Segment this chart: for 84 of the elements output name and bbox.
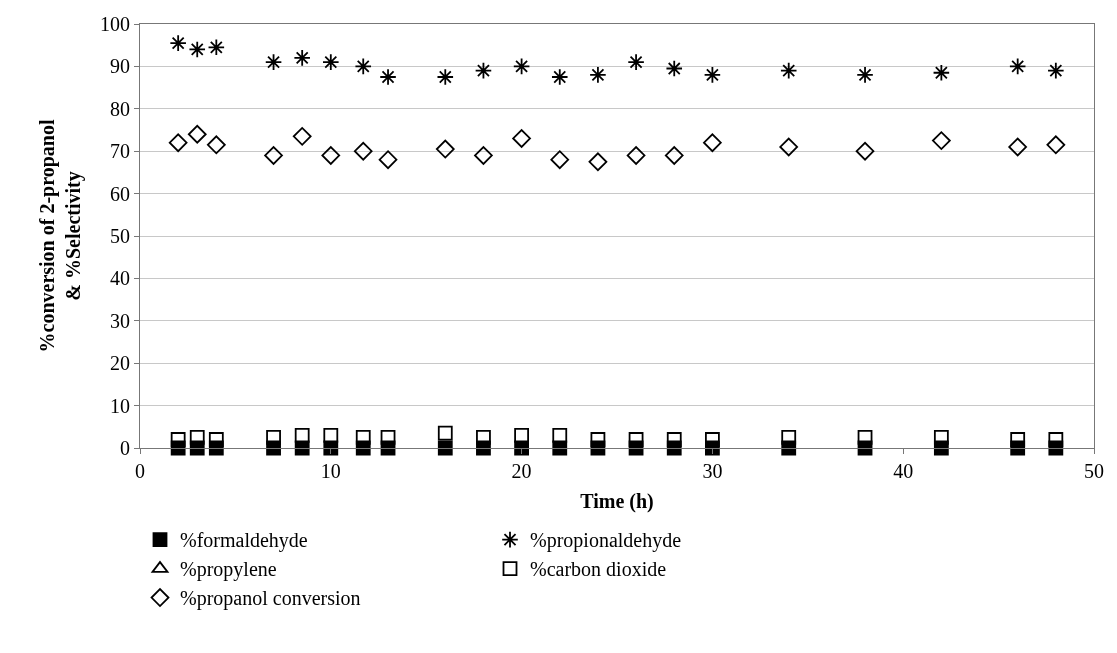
point xyxy=(1048,432,1064,447)
point xyxy=(551,68,569,86)
point xyxy=(933,430,949,445)
point xyxy=(189,430,205,445)
y-tick-label: 20 xyxy=(110,352,130,375)
point xyxy=(354,57,372,76)
point xyxy=(474,146,493,165)
y-tick-label: 100 xyxy=(100,13,130,35)
point xyxy=(1010,432,1026,447)
point xyxy=(353,141,373,161)
point xyxy=(208,432,224,447)
point xyxy=(435,139,455,159)
point xyxy=(292,127,312,146)
legend-label: %propanol conversion xyxy=(180,587,361,611)
point xyxy=(436,68,454,86)
point xyxy=(855,141,875,161)
point xyxy=(588,152,608,172)
point xyxy=(857,430,873,445)
point xyxy=(187,124,207,144)
point xyxy=(264,53,283,71)
point xyxy=(932,64,951,82)
y-tick-label: 80 xyxy=(110,97,130,120)
point xyxy=(169,34,187,52)
point xyxy=(1008,137,1028,157)
x-tick-label: 10 xyxy=(320,460,341,482)
x-tick-label: 30 xyxy=(702,460,723,482)
point xyxy=(703,133,722,153)
y-tick-label: 70 xyxy=(110,140,130,163)
point xyxy=(437,440,453,456)
point xyxy=(550,150,570,170)
point xyxy=(379,68,397,86)
y-tick-label: 30 xyxy=(110,309,130,332)
y-tick-label: 90 xyxy=(110,55,130,78)
point xyxy=(264,146,283,165)
point xyxy=(168,133,188,153)
legend-label: %formaldehyde xyxy=(180,529,308,553)
legend-label: %carbon dioxide xyxy=(530,558,667,581)
point xyxy=(552,427,568,443)
y-tick-label: 0 xyxy=(120,437,130,459)
x-tick-label: 40 xyxy=(893,460,914,482)
point xyxy=(626,146,646,165)
point xyxy=(856,66,874,84)
point xyxy=(1047,61,1065,80)
point xyxy=(207,38,226,57)
point xyxy=(322,53,340,71)
point xyxy=(380,430,396,445)
y-axis-title: %conversion of 2-propanol & %Selectivity xyxy=(35,119,85,353)
point xyxy=(512,57,531,76)
point xyxy=(932,131,951,150)
point xyxy=(1046,135,1066,155)
point xyxy=(664,146,684,165)
legend-label: %propylene xyxy=(180,558,277,582)
point xyxy=(665,59,683,78)
point xyxy=(378,150,398,170)
point xyxy=(628,432,644,447)
y-tick-label: 50 xyxy=(110,225,130,247)
point xyxy=(323,427,339,443)
point xyxy=(474,61,493,80)
y-tick-label: 60 xyxy=(110,182,130,205)
point xyxy=(206,135,226,155)
point xyxy=(703,66,722,84)
point xyxy=(355,430,371,445)
x-tick-label: 0 xyxy=(135,460,145,482)
point xyxy=(779,137,799,157)
point xyxy=(170,432,186,447)
point xyxy=(321,146,341,165)
y-tick-label: 40 xyxy=(110,267,130,290)
point xyxy=(666,432,682,447)
point xyxy=(1008,57,1027,76)
x-tick-label: 20 xyxy=(511,460,532,482)
legend-label: %propionaldehyde xyxy=(530,529,682,553)
point xyxy=(590,432,606,447)
point xyxy=(781,430,797,445)
x-tick-label: 50 xyxy=(1084,460,1104,482)
point xyxy=(589,66,607,84)
point xyxy=(293,49,311,67)
x-axis-title: Time (h) xyxy=(580,489,654,513)
point xyxy=(627,53,645,71)
point xyxy=(294,427,310,443)
point xyxy=(780,61,798,80)
point xyxy=(512,129,531,148)
point xyxy=(437,425,453,441)
point xyxy=(188,40,206,59)
y-tick-label: 10 xyxy=(110,394,130,417)
